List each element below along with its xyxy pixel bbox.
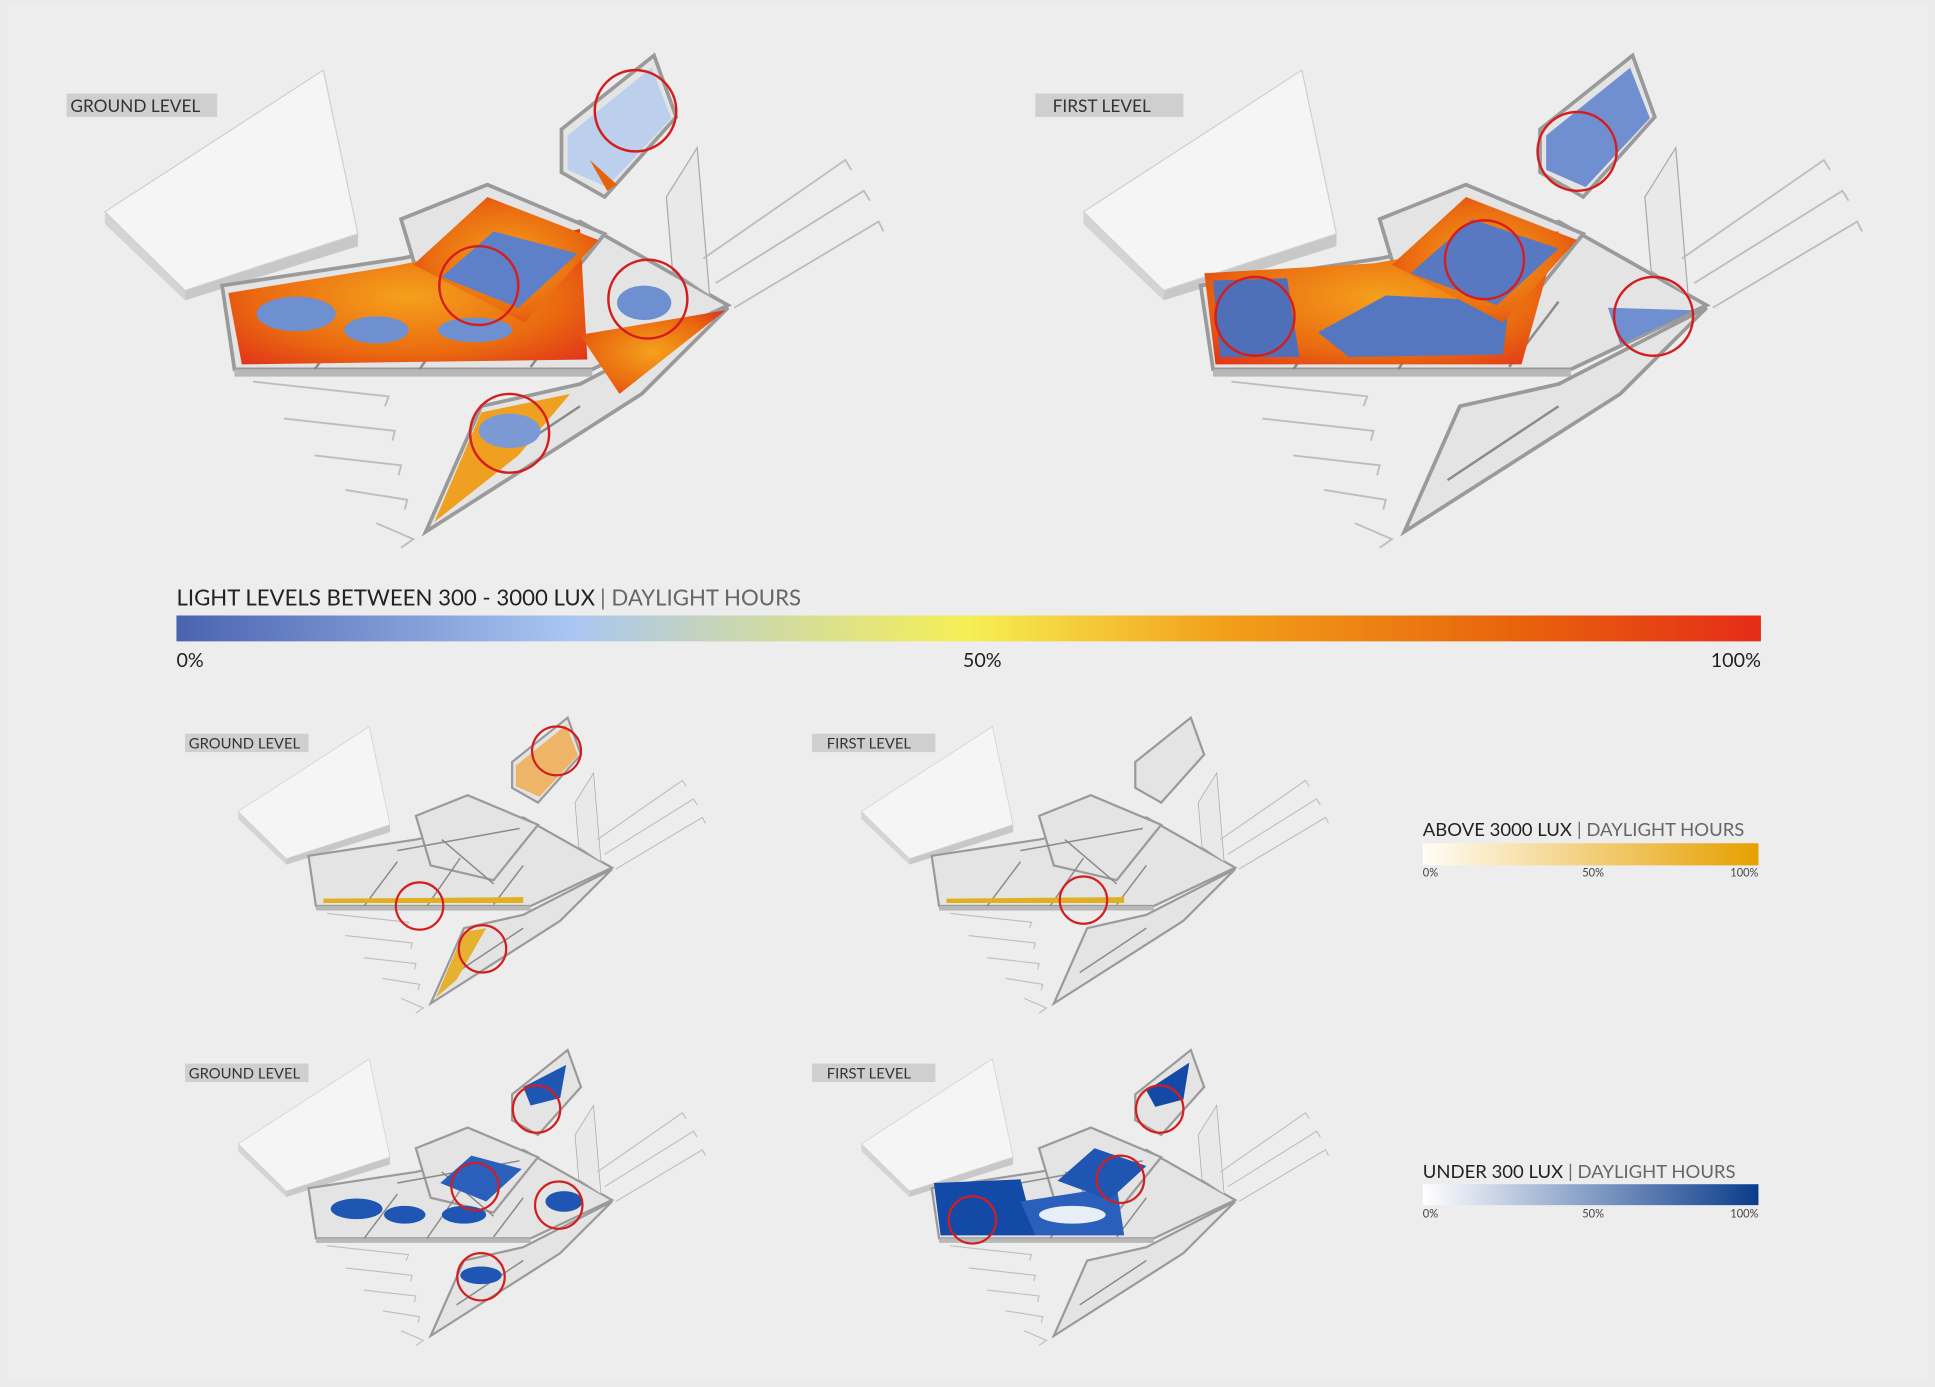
shape [567, 67, 672, 188]
shape [438, 68, 689, 474]
shape [1214, 110, 1695, 357]
legend-tick: 100% [1730, 1207, 1758, 1220]
shape [384, 1205, 426, 1224]
content: GROUND LEVEL FIRST LEVEL GROUND LEVEL FI… [7, 4, 1928, 1382]
plan-ground-middle [237, 716, 707, 1015]
legend-title: ABOVE 3000 LUX [1423, 818, 1572, 840]
shape [589, 160, 617, 191]
shape [460, 1266, 502, 1285]
legend-under: UNDER 300 LUX | DAYLIGHT HOURS 0% 50% 10… [1422, 1160, 1759, 1220]
color-bar [1422, 1184, 1759, 1206]
legend-tick: 50% [963, 649, 1002, 672]
highlight-circle [394, 881, 445, 931]
shape [1039, 1205, 1106, 1224]
highlight-circle [1095, 1154, 1146, 1205]
highlight-circle [1536, 110, 1618, 193]
highlight-circle [1134, 1084, 1185, 1134]
legend-subtitle: | DAYLIGHT HOURS [1577, 818, 1744, 840]
panel-label: FIRST LEVEL [1053, 95, 1151, 116]
highlight-circle [530, 725, 583, 777]
panel-label: FIRST LEVEL [827, 734, 912, 752]
shape [185, 1063, 309, 1083]
highlight-circle [450, 1161, 500, 1212]
shape [1607, 307, 1695, 345]
shape [1546, 67, 1650, 188]
shape [946, 897, 1125, 904]
shape [438, 317, 513, 343]
shape [811, 1063, 936, 1083]
shape [545, 1191, 583, 1212]
legend-tick: 50% [1582, 1207, 1604, 1220]
shape [811, 733, 936, 753]
shape [435, 928, 487, 998]
panel-label: GROUND LEVEL [189, 734, 301, 752]
shape [1035, 93, 1184, 117]
shape [344, 316, 409, 344]
legend-tick: 0% [1423, 1207, 1438, 1220]
shape [579, 310, 726, 394]
legend-main: LIGHT LEVELS BETWEEN 300 - 3000 LUX | DA… [176, 584, 1761, 672]
highlight-circle [593, 68, 678, 153]
shape [515, 725, 579, 797]
plan-ground-bottom [237, 1048, 707, 1347]
shape: LIGHT LEVELS BETWEEN 300 - 3000 LUX | DA… [176, 584, 801, 611]
highlight-circle [456, 1252, 506, 1302]
shape: UNDER 300 LUX | DAYLIGHT HOURS [1423, 1160, 1736, 1183]
shape [947, 1084, 1185, 1245]
legend-subtitle: | DAYLIGHT HOURS [1568, 1160, 1735, 1182]
highlight-circle [1058, 875, 1109, 925]
highlight-circle [457, 924, 508, 974]
highlight-circle [1443, 219, 1526, 301]
panel-label: FIRST LEVEL [827, 1064, 912, 1082]
panel-labels: GROUND LEVEL FIRST LEVEL GROUND LEVEL FI… [66, 93, 1184, 1083]
legend-tick: 100% [1711, 649, 1761, 672]
legend-subtitle: | DAYLIGHT HOURS [600, 584, 801, 611]
shape [933, 1179, 1036, 1236]
highlight-circle [607, 258, 689, 340]
legend-tick: 0% [176, 649, 203, 672]
plan-first-middle [860, 716, 1330, 1015]
shape [1057, 1148, 1147, 1200]
legend-above: ABOVE 3000 LUX | DAYLIGHT HOURS 0% 50% 1… [1422, 818, 1759, 879]
highlight-circle [1612, 275, 1695, 357]
plan-first-top [1081, 53, 1864, 550]
plan-first-bottom [860, 1048, 1330, 1347]
shape [450, 1084, 584, 1302]
shape [1213, 278, 1300, 357]
highlight-circle [947, 1195, 998, 1245]
shape [323, 897, 524, 904]
shape: ABOVE 3000 LUX | DAYLIGHT HOURS [1423, 818, 1745, 841]
highlight-circle [468, 392, 551, 474]
shape [478, 413, 541, 449]
shape [1410, 219, 1559, 306]
legend-title: UNDER 300 LUX [1423, 1160, 1563, 1182]
shape [1058, 875, 1109, 925]
highlight-circle [533, 1180, 584, 1230]
color-bar [176, 615, 1761, 642]
highlight-circle [511, 1084, 562, 1134]
shape [185, 733, 309, 753]
highlight-circle [438, 244, 520, 327]
panel-label: GROUND LEVEL [70, 95, 200, 116]
shape [330, 1198, 383, 1220]
plan-ground-top [103, 53, 886, 550]
shape [617, 285, 672, 321]
legend-tick: 100% [1730, 866, 1758, 879]
legend-title: LIGHT LEVELS BETWEEN 300 - 3000 LUX [176, 584, 595, 611]
legend-tick: 50% [1582, 866, 1604, 879]
color-bar [1422, 843, 1759, 866]
shape [256, 296, 336, 332]
shape [394, 725, 583, 974]
shape [441, 231, 578, 308]
highlight-circle [1214, 275, 1296, 357]
shape [66, 93, 218, 117]
legend-tick: 0% [1423, 866, 1438, 879]
panel-label: GROUND LEVEL [189, 1064, 301, 1082]
shape [1317, 295, 1510, 357]
